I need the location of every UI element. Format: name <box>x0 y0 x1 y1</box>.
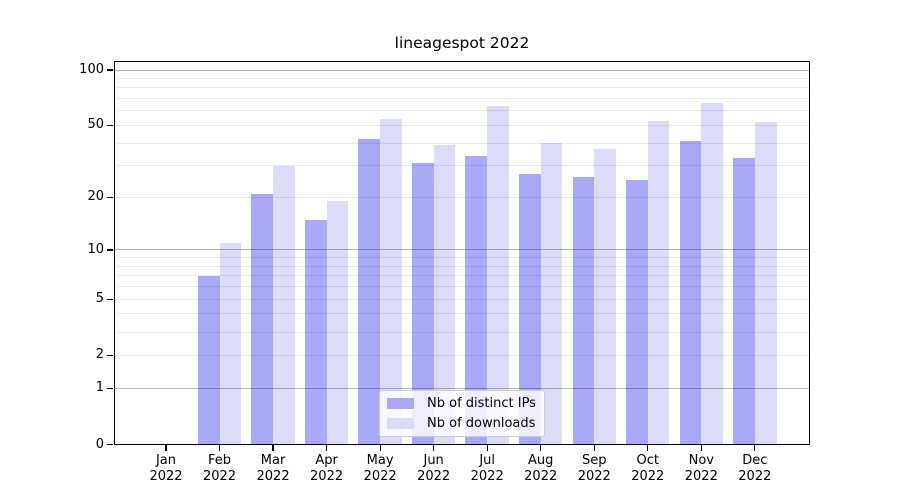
chart-title: lineagespot 2022 <box>394 34 530 52</box>
bar-distinct-ips-mar <box>251 193 274 444</box>
x-tick-label-may: May 2022 <box>363 452 397 485</box>
y-tick-mark-100 <box>107 69 113 71</box>
legend-swatch-downloads-icon <box>387 418 414 429</box>
legend-item-downloads: Nb of downloads <box>387 416 537 431</box>
x-tick-label-jul: Jul 2022 <box>470 452 504 485</box>
gridline-y-6 <box>115 286 809 288</box>
y-tick-label-100: 100 <box>79 62 104 77</box>
gridline-y-3 <box>115 331 809 333</box>
gridline-y-80 <box>115 87 809 89</box>
y-tick-label-0: 0 <box>95 436 104 452</box>
x-tick-label-oct: Oct 2022 <box>631 452 665 485</box>
bar-downloads-feb <box>219 242 242 444</box>
x-tick-mark-may <box>379 445 381 451</box>
legend-swatch-distinct-ips-icon <box>387 398 414 409</box>
x-tick-label-jan: Jan 2022 <box>149 452 183 485</box>
gridline-y-50 <box>115 124 809 126</box>
legend-item-distinct-ips: Nb of distinct IPs <box>387 396 537 411</box>
bar-downloads-aug <box>540 143 563 444</box>
y-tick-mark-5 <box>107 298 113 300</box>
gridline-y-8 <box>115 265 809 267</box>
x-tick-mark-nov <box>700 445 702 451</box>
y-tick-mark-20 <box>107 196 113 199</box>
bar-distinct-ips-jul <box>465 155 488 444</box>
bar-downloads-jul <box>487 105 509 444</box>
gridline-y-70 <box>115 98 809 100</box>
bar-distinct-ips-oct <box>626 180 648 444</box>
bar-downloads-apr <box>326 201 349 444</box>
bar-downloads-mar <box>273 165 295 444</box>
bar-downloads-nov <box>701 103 723 444</box>
x-tick-label-feb: Feb 2022 <box>202 452 237 485</box>
gridline-y-5 <box>115 298 809 300</box>
plot-area <box>114 61 810 445</box>
x-tick-mark-dec <box>754 445 756 451</box>
gridline-y-9 <box>115 257 809 259</box>
x-tick-label-mar: Mar 2022 <box>256 452 290 485</box>
x-tick-label-aug: Aug 2022 <box>524 452 558 485</box>
x-tick-label-nov: Nov 2022 <box>684 452 718 485</box>
gridline-y-100 <box>115 69 809 71</box>
y-tick-label-10: 10 <box>87 241 104 257</box>
x-tick-mark-oct <box>647 445 649 451</box>
y-tick-mark-1 <box>107 387 113 389</box>
x-tick-mark-apr <box>325 445 328 451</box>
gridline-y-2 <box>115 354 809 356</box>
y-tick-mark-2 <box>107 354 113 356</box>
legend-label-distinct-ips: Nb of distinct IPs <box>427 396 536 411</box>
y-tick-label-1: 1 <box>95 380 104 396</box>
legend: Nb of distinct IPs Nb of downloads <box>379 390 545 437</box>
x-tick-label-dec: Dec 2022 <box>738 452 772 485</box>
bar-distinct-ips-feb <box>197 275 220 444</box>
bar-downloads-may <box>380 119 402 444</box>
x-tick-label-sep: Sep 2022 <box>577 452 611 485</box>
gridline-y-10 <box>115 249 809 251</box>
bar-distinct-ips-aug <box>519 174 541 444</box>
x-tick-mark-sep <box>593 445 595 451</box>
y-tick-mark-10 <box>107 249 113 251</box>
bar-distinct-ips-sep <box>572 177 595 444</box>
x-tick-label-apr: Apr 2022 <box>310 452 344 485</box>
y-tick-mark-0 <box>107 443 113 446</box>
legend-label-downloads: Nb of downloads <box>427 416 536 431</box>
x-tick-mark-jul <box>486 445 488 451</box>
x-tick-mark-feb <box>218 445 221 451</box>
x-tick-label-jun: Jun 2022 <box>417 452 451 485</box>
y-tick-label-5: 5 <box>95 291 104 307</box>
gridline-y-40 <box>115 142 809 144</box>
x-tick-mark-jan <box>165 445 167 451</box>
bar-distinct-ips-dec <box>733 158 755 444</box>
bar-distinct-ips-jun <box>411 163 434 444</box>
bar-downloads-oct <box>647 120 670 444</box>
gridline-y-30 <box>115 165 809 167</box>
x-tick-mark-aug <box>540 445 542 451</box>
x-tick-mark-mar <box>272 445 274 451</box>
gridline-y-20 <box>115 196 809 198</box>
bar-downloads-dec <box>754 122 777 444</box>
gridline-y-7 <box>115 275 809 277</box>
bar-distinct-ips-apr <box>304 219 327 444</box>
y-tick-mark-50 <box>107 124 113 127</box>
bar-downloads-jun <box>433 145 456 444</box>
y-tick-label-2: 2 <box>95 347 104 363</box>
y-tick-label-50: 50 <box>87 117 104 133</box>
y-tick-label-20: 20 <box>87 189 104 205</box>
bar-distinct-ips-may <box>358 139 381 444</box>
bar-distinct-ips-nov <box>679 141 702 444</box>
gridline-y-60 <box>115 110 809 112</box>
bar-downloads-sep <box>594 149 616 444</box>
gridline-y-90 <box>115 77 809 79</box>
gridline-y-4 <box>115 313 809 315</box>
x-tick-mark-jun <box>433 445 435 451</box>
gridline-y-1 <box>115 387 809 389</box>
